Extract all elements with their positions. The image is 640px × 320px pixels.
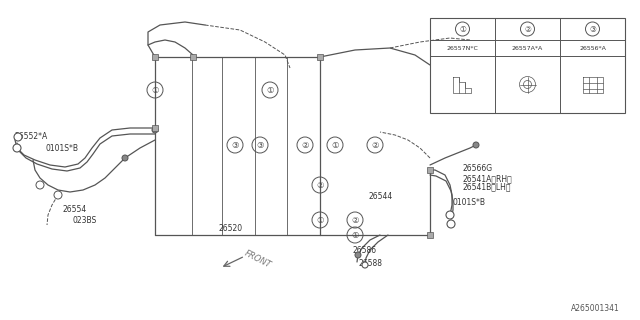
Circle shape	[54, 191, 62, 199]
Text: ①: ①	[316, 215, 324, 225]
Bar	[430, 18, 625, 113]
Text: ①: ①	[459, 25, 466, 34]
Circle shape	[446, 211, 454, 219]
Bar	[190, 54, 196, 60]
Text: FRONT: FRONT	[243, 248, 273, 269]
Text: ①: ①	[351, 230, 359, 239]
Text: 26588: 26588	[358, 259, 382, 268]
Circle shape	[362, 262, 368, 268]
Text: 26586: 26586	[352, 245, 376, 254]
Text: 26556*A: 26556*A	[579, 45, 606, 51]
Text: ②: ②	[301, 140, 308, 149]
Circle shape	[152, 127, 158, 133]
Circle shape	[447, 220, 455, 228]
Bar	[427, 232, 433, 238]
Text: 26544: 26544	[368, 191, 392, 201]
Circle shape	[13, 144, 21, 152]
Text: 26541B〈LH〉: 26541B〈LH〉	[462, 182, 511, 191]
Text: 26541A〈RH〉: 26541A〈RH〉	[462, 174, 512, 183]
Circle shape	[473, 142, 479, 148]
Bar	[152, 54, 158, 60]
Text: ③: ③	[589, 25, 596, 34]
Text: ②: ②	[316, 180, 324, 189]
Text: 26554: 26554	[62, 204, 86, 213]
Circle shape	[14, 133, 22, 141]
Text: ①: ①	[332, 140, 339, 149]
Text: ①: ①	[151, 85, 159, 94]
Text: 0101S*B: 0101S*B	[452, 197, 485, 206]
Text: 26557A*A: 26557A*A	[512, 45, 543, 51]
Text: ③: ③	[231, 140, 239, 149]
Bar	[317, 54, 323, 60]
Text: 26566G: 26566G	[462, 164, 492, 172]
Text: 0101S*B: 0101S*B	[45, 143, 78, 153]
Text: ①: ①	[266, 85, 274, 94]
Circle shape	[36, 181, 44, 189]
Text: ②: ②	[371, 140, 379, 149]
Text: 023BS: 023BS	[72, 215, 96, 225]
Text: ②: ②	[524, 25, 531, 34]
Text: ②: ②	[351, 215, 359, 225]
Circle shape	[355, 252, 361, 258]
Bar	[152, 125, 158, 131]
Text: ③: ③	[256, 140, 264, 149]
Text: 26552*A: 26552*A	[14, 132, 47, 140]
Text: 26520: 26520	[218, 223, 242, 233]
Bar	[427, 167, 433, 173]
Circle shape	[122, 155, 128, 161]
Text: A265001341: A265001341	[572, 304, 620, 313]
Text: 26557N*C: 26557N*C	[447, 45, 479, 51]
